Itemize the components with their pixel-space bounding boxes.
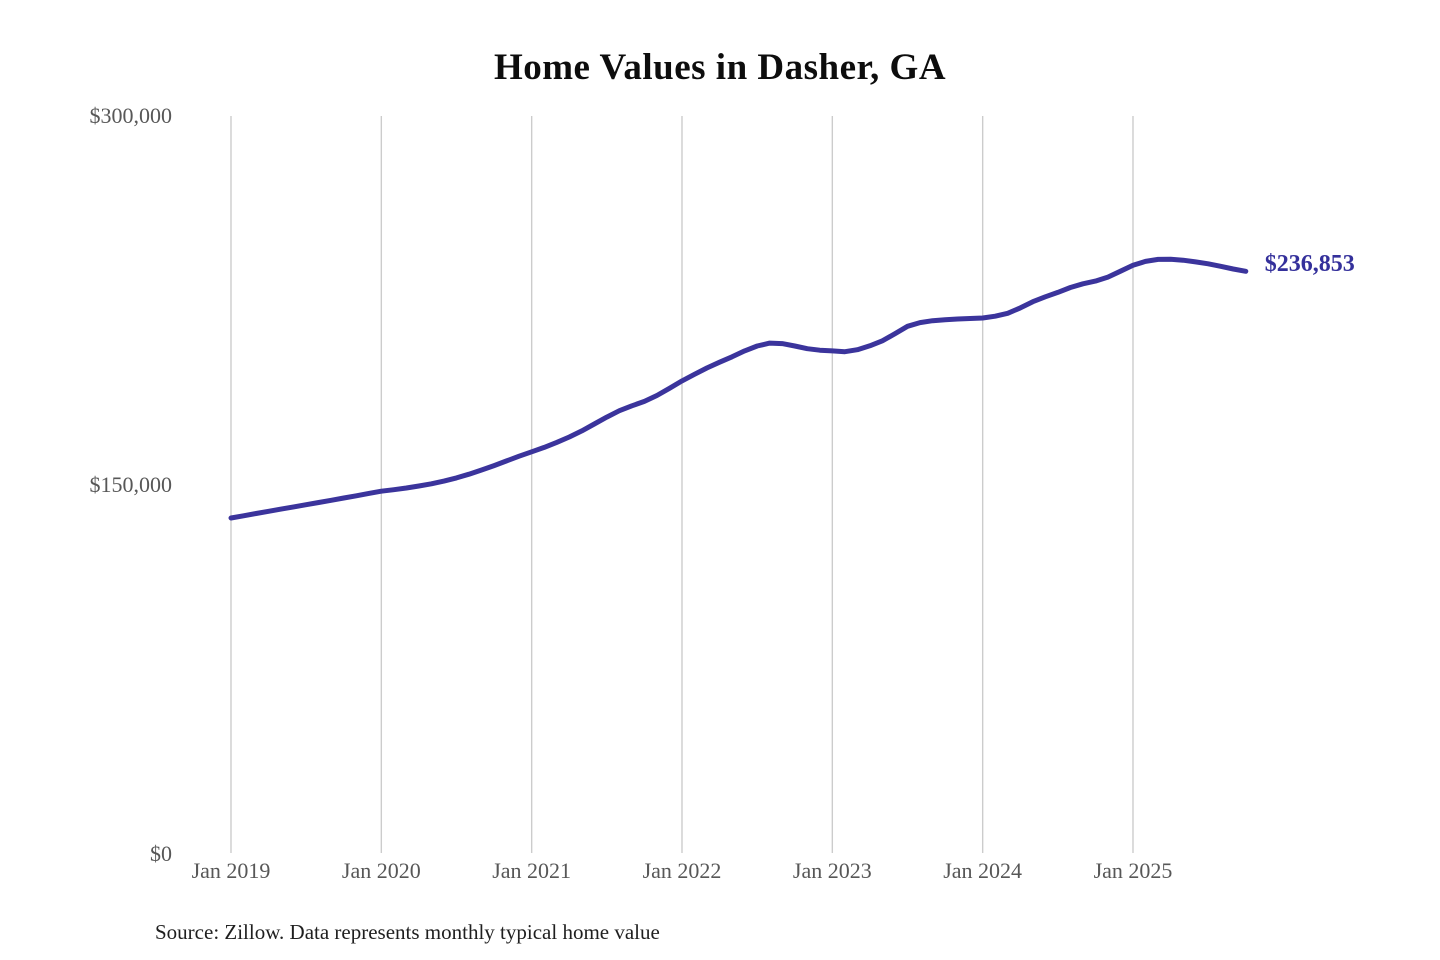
y-tick-label: $0 [150, 841, 172, 866]
x-tick-label: Jan 2025 [1093, 858, 1173, 883]
y-tick-label: $150,000 [89, 472, 173, 497]
x-tick-label: Jan 2020 [341, 858, 421, 883]
x-tick-label: Jan 2024 [943, 858, 1023, 883]
gridlines-group [230, 116, 1134, 853]
x-tick-label: Jan 2019 [191, 858, 271, 883]
y-tick-label: $300,000 [89, 103, 173, 128]
value-line [228, 256, 1249, 521]
end-value-label: $236,853 [1264, 251, 1355, 278]
source-note: Source: Zillow. Data represents monthly … [155, 920, 660, 944]
x-tick-label: Jan 2021 [492, 858, 572, 883]
x-tick-label: Jan 2023 [792, 858, 872, 883]
x-tick-label: Jan 2022 [642, 858, 722, 883]
chart-title: Home Values in Dasher, GA [493, 47, 947, 88]
